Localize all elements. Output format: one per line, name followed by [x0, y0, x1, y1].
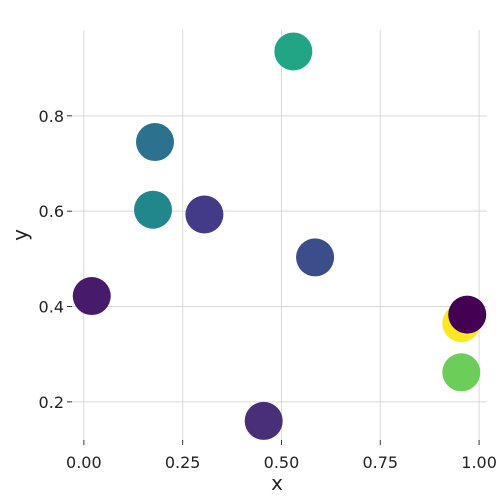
scatter-point	[274, 32, 313, 71]
y-tick-label: 0.2	[39, 393, 64, 412]
y-axis-title: y	[8, 229, 32, 241]
grid	[72, 30, 487, 440]
x-tick-label: 0.00	[66, 453, 102, 472]
x-tick-label: 0.25	[165, 453, 201, 472]
scatter-point	[72, 277, 111, 316]
x-tick-label: 1.00	[461, 453, 497, 472]
y-tick-label: 0.4	[39, 298, 64, 317]
data-points	[72, 32, 487, 440]
x-tick-label: 0.75	[362, 453, 398, 472]
scatter-point	[442, 353, 481, 392]
scatter-point	[448, 295, 487, 334]
axes: 0.00 0.25 0.50 0.75 1.00 0.2 0.4 0.6 0.8	[39, 107, 497, 472]
scatter-point	[134, 190, 173, 229]
scatter-point	[185, 195, 224, 234]
x-tick-label: 0.50	[264, 453, 300, 472]
scatter-point	[136, 123, 174, 162]
y-tick-label: 0.8	[39, 107, 64, 126]
x-axis-title: x	[271, 471, 283, 495]
scatter-point	[244, 401, 283, 440]
scatter-point	[296, 238, 335, 277]
y-tick-label: 0.6	[39, 202, 64, 221]
